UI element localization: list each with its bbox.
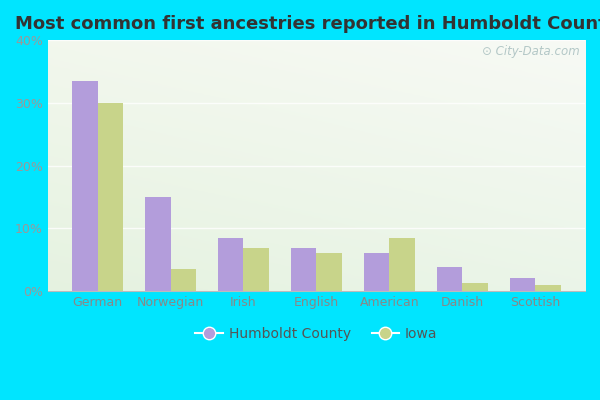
Bar [98,103,123,291]
Bar [218,238,244,291]
Bar [509,278,535,291]
Bar [535,285,560,291]
Bar [72,81,98,291]
Title: Most common first ancestries reported in Humboldt County: Most common first ancestries reported in… [14,15,600,33]
Bar [291,248,316,291]
Bar [389,238,415,291]
Bar [364,253,389,291]
Legend: Humboldt County, Iowa: Humboldt County, Iowa [190,322,443,347]
Bar [244,248,269,291]
Bar [462,284,488,291]
Bar [437,267,462,291]
Text: ⊙ City-Data.com: ⊙ City-Data.com [482,45,580,58]
Bar [316,253,342,291]
Bar [145,197,170,291]
Bar [170,269,196,291]
